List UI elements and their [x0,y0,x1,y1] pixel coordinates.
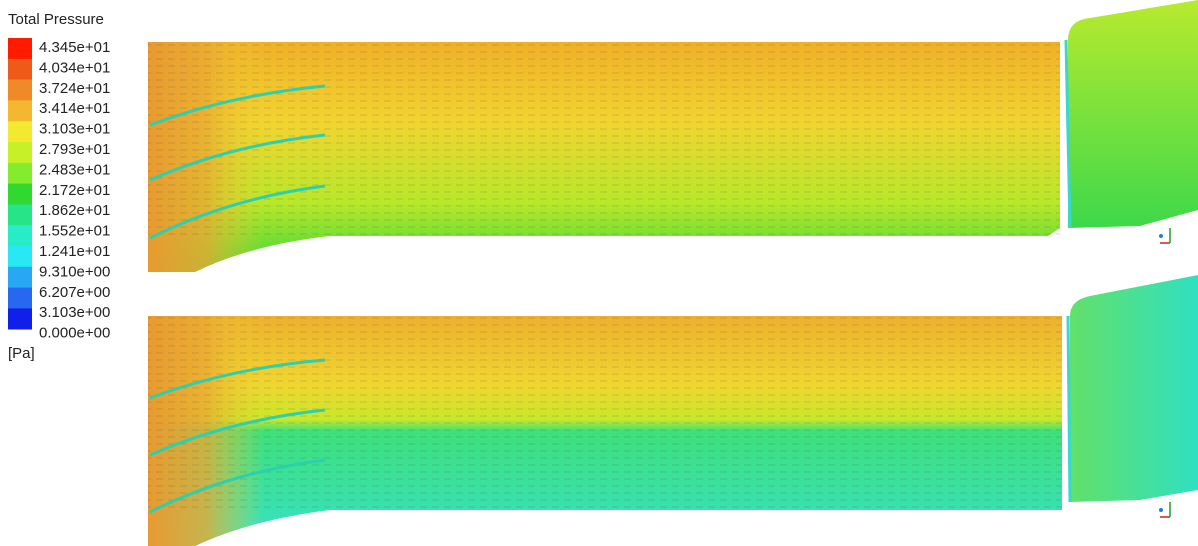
legend-label: 2.172e+01 [39,182,110,199]
color-band [8,142,32,163]
legend-label: 3.724e+01 [39,80,110,97]
color-band [8,59,32,80]
bottom-contour [148,275,1198,546]
legend-label: 9.310e+00 [39,263,110,280]
contour-view: Total Pressure 4.345e+01 4.034e+01 3.724e+… [0,0,1198,546]
legend-label: 6.207e+00 [39,284,110,301]
legend-title: Total Pressure [8,11,104,28]
legend-label: 1.241e+01 [39,243,110,260]
legend-label: 2.483e+01 [39,161,110,178]
color-band [8,267,32,288]
color-band [8,308,32,329]
color-band [8,80,32,101]
legend-label: 1.552e+01 [39,223,110,240]
color-band [8,184,32,205]
color-band [8,246,32,267]
legend-unit: [Pa] [8,345,35,362]
legend-label: 2.793e+01 [39,141,110,158]
legend-label: 3.103e+00 [39,304,110,321]
color-band [8,204,32,225]
legend-label: 0.000e+00 [39,325,110,342]
color-band [8,225,32,246]
color-band [8,163,32,184]
color-bar [8,38,32,330]
legend-label: 4.034e+01 [39,59,110,76]
legend-label: 1.862e+01 [39,202,110,219]
color-band [8,100,32,121]
color-band [8,121,32,142]
color-band [8,38,32,59]
legend-label: 3.103e+01 [39,121,110,138]
legend-label: 3.414e+01 [39,100,110,117]
legend-labels: 4.345e+01 4.034e+01 3.724e+01 3.414e+01 3.10… [39,39,110,342]
top-contour [148,0,1198,272]
color-band [8,288,32,309]
legend-label: 4.345e+01 [39,39,110,56]
